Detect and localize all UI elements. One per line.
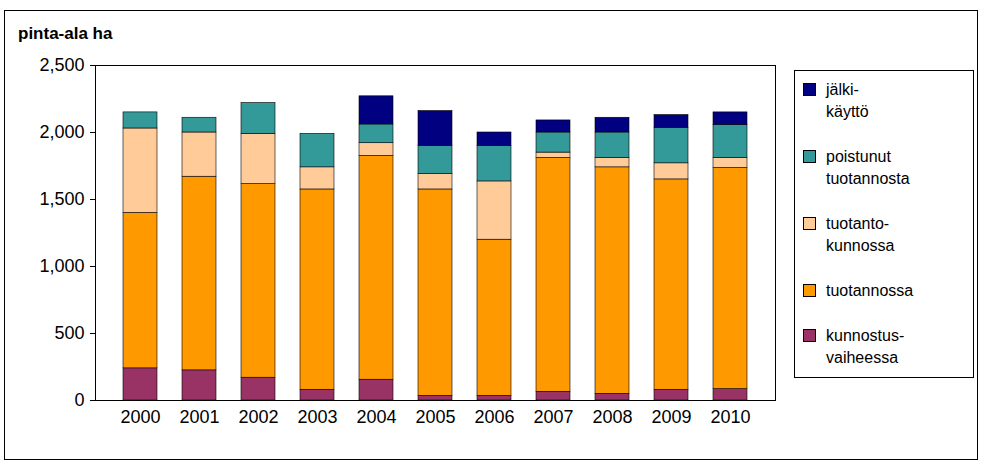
svg-text:2008: 2008 xyxy=(592,407,632,427)
svg-text:2010: 2010 xyxy=(710,407,750,427)
svg-text:2001: 2001 xyxy=(179,407,219,427)
svg-text:2004: 2004 xyxy=(356,407,396,427)
html-text:tuotannosta: tuotannosta xyxy=(826,170,910,187)
html-text:tuotanto-: tuotanto- xyxy=(826,215,890,232)
html-text:poistunut: poistunut xyxy=(826,148,891,165)
svg-text:0: 0 xyxy=(74,390,84,410)
svg-text:500: 500 xyxy=(54,323,84,343)
html-text:käyttö: käyttö xyxy=(826,103,869,120)
svg-text:2,500: 2,500 xyxy=(39,55,84,75)
svg-text:1,500: 1,500 xyxy=(39,189,84,209)
svg-text:1,000: 1,000 xyxy=(39,256,84,276)
svg-text:2006: 2006 xyxy=(474,407,514,427)
html-text:pinta-ala ha: pinta-ala ha xyxy=(18,24,113,43)
svg-text:2003: 2003 xyxy=(297,407,337,427)
svg-text:2002: 2002 xyxy=(238,407,278,427)
html-text:vaiheessa: vaiheessa xyxy=(826,349,898,366)
html-text:tuotannossa: tuotannossa xyxy=(826,282,914,299)
svg-text:2,000: 2,000 xyxy=(39,122,84,142)
svg-text:2005: 2005 xyxy=(415,407,455,427)
html-text:jälki-: jälki- xyxy=(826,81,859,98)
svg-text:2009: 2009 xyxy=(651,407,691,427)
html-text:kunnossa: kunnossa xyxy=(826,237,895,254)
svg-text:2000: 2000 xyxy=(120,407,160,427)
svg-text:2007: 2007 xyxy=(533,407,573,427)
html-text:kunnostus-: kunnostus- xyxy=(826,327,905,344)
